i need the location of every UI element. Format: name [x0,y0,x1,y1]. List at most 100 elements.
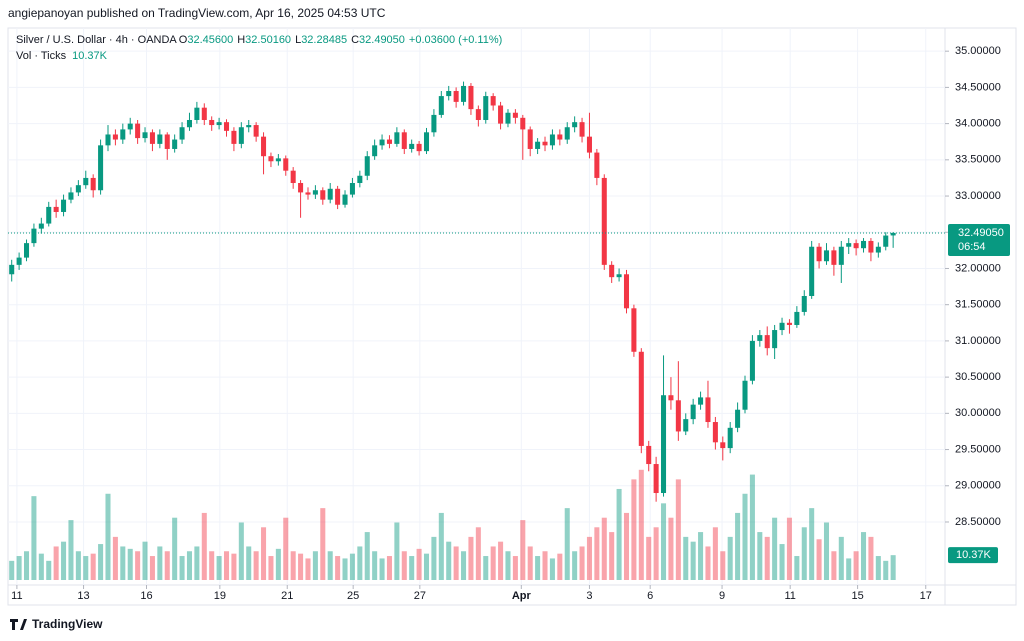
volume-bar [98,544,104,580]
candle-body [831,250,837,265]
volume-bar [423,553,430,580]
candle-body [646,445,652,465]
candle-body [179,127,185,140]
volume-bar [135,551,141,580]
volume-bar [483,556,489,580]
candle-body [601,177,607,265]
grid [8,28,945,585]
volume-bar [386,556,392,580]
volume-bar [675,479,681,580]
last-price-box [948,223,1010,256]
candle-body [490,96,496,106]
candle-body [157,134,163,144]
volume-bar [61,541,67,580]
candle-body [890,232,896,236]
candle-body [661,395,667,494]
volume-bar [379,558,385,580]
volume-bar [31,496,37,580]
logo-text: TradingView [32,617,103,631]
candle-body [275,158,281,162]
volume-bar [712,527,718,580]
volume-bar [861,532,867,580]
volume-bar [9,560,15,580]
change: +0.03600 (+0.11%) [409,34,502,46]
x-tick-label: 15 [851,590,863,602]
candle-body [312,190,318,195]
volume-bar [823,522,830,580]
volume-value: 10.37K [72,50,108,62]
y-tick-label: 31.50000 [955,299,1001,311]
volume-bar [401,551,407,580]
x-tick-label: 9 [719,590,725,602]
volume-bar [883,560,889,580]
volume-bar [223,551,230,580]
candle-body [298,183,304,193]
candle-body [172,139,178,149]
candle-body [423,132,430,152]
volume-bar [831,551,837,580]
candle-body [46,206,52,224]
candle-body [712,422,718,443]
candle-body [453,91,459,102]
chart-frame [7,27,1017,606]
candle-body [542,141,548,146]
volume-bar [609,532,615,580]
volume-bar [786,517,792,580]
candle-body [883,235,889,247]
candle-body [38,223,44,229]
candle-body [786,322,792,325]
volume-bar [105,493,111,580]
candle-body [142,132,148,139]
candle-body [127,123,133,130]
volume-bar [757,532,763,580]
candle-body [327,188,333,200]
y-tick-label: 31.00000 [955,335,1001,347]
volume-bar [46,560,52,580]
volume-bar [409,556,415,580]
candle-body [401,132,407,149]
candle-body [816,246,822,262]
candle-body [283,158,289,171]
volume-bar [646,536,652,580]
volume-bar [542,551,548,580]
candle-body [809,246,815,296]
candle-body [416,143,422,152]
volume-bar [653,527,659,580]
candle-body [194,107,200,120]
x-tick-label: 11 [784,590,795,602]
candle-body [223,122,230,131]
candle-body [846,243,852,247]
candle-body [379,139,385,146]
candle-body [564,127,570,140]
x-tick-label: 27 [414,590,426,602]
volume-bar [801,527,807,580]
candle-body [586,136,592,153]
volume-bar [438,512,444,580]
candle-body [468,85,474,110]
logo-icon [10,619,27,630]
volume-bar [83,556,89,580]
volume-bar [216,556,222,580]
y-tick-label: 33.00000 [955,190,1001,202]
volume-bar [416,548,422,580]
x-tick-label: 25 [347,590,359,602]
volume-bar [372,551,378,580]
candle-body [386,139,392,144]
volume-bar [838,536,844,580]
volume-bar [261,527,267,580]
x-tick-label: 13 [77,590,89,602]
candle-body [342,194,348,205]
volume-bar [764,536,770,580]
x-tick-label: 21 [281,590,293,602]
volume-bar [283,517,289,580]
x-tick-label: 19 [214,590,226,602]
candle-body [186,119,192,128]
y-tick-label: 29.50000 [955,443,1001,455]
volume-bar [853,551,859,580]
candle-body [853,243,859,249]
y-tick-label: 30.50000 [955,371,1001,383]
volume-bar [735,512,741,580]
volume-bar [201,512,207,580]
candle-body [668,395,674,401]
volume-bar [594,527,600,580]
